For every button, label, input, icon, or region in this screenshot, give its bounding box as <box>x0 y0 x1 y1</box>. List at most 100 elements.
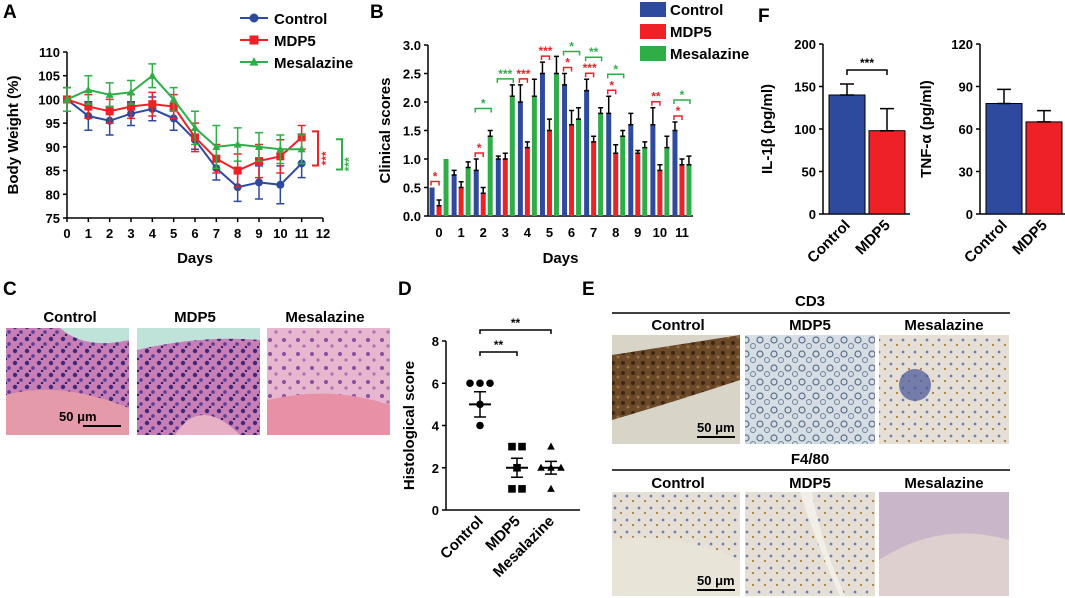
cd3-image-mdp5 <box>745 335 875 444</box>
b-bar-mdp5 <box>458 187 464 216</box>
b-bar-control <box>584 90 590 216</box>
a-x-tick-label: 12 <box>316 226 330 241</box>
a-sig-bracket-mesalazine <box>336 138 343 171</box>
b-y-tick-label: 2.0 <box>403 95 421 110</box>
d-sem-bar <box>511 457 523 479</box>
b-error-bar <box>495 155 501 160</box>
f1-bar-mdp5 <box>868 130 906 215</box>
a-x-tick-label: 0 <box>63 226 70 241</box>
b-error-bar <box>509 84 515 98</box>
b-bar-mesalazine <box>553 73 559 216</box>
b-sig-label: ** <box>589 45 599 59</box>
b-bar-control <box>628 124 634 216</box>
d-sig-label: ** <box>511 316 521 330</box>
b-error-bar <box>473 158 479 172</box>
b-bar-mesalazine <box>576 119 582 216</box>
d-y-tick-label: 8 <box>432 334 439 349</box>
b-y-axis-label: Clinical scores <box>377 78 394 184</box>
b-sig-label: * <box>680 88 685 102</box>
b-sig-bracket <box>606 89 617 95</box>
a-x-tick-label: 2 <box>106 226 113 241</box>
b-sig-label: * <box>569 40 574 54</box>
a-point-mesalazine <box>255 142 263 151</box>
d-y-tick-label: 6 <box>432 376 439 391</box>
b-sig-bracket <box>673 115 683 120</box>
a-y-tick-label: 80 <box>46 187 60 202</box>
cd3-title-mesalazine: Mesalazine <box>904 317 983 334</box>
legend-label-control: Control <box>274 11 327 28</box>
b-error-bar <box>576 106 582 120</box>
a-point-mesalazine <box>63 95 71 103</box>
f480-image-mesalazine <box>879 492 1009 596</box>
d-point-mdp5 <box>508 485 516 493</box>
a-y-tick-label: 105 <box>38 69 60 84</box>
a-x-tick-label: 11 <box>295 226 309 241</box>
a-y-tick-label: 90 <box>46 140 60 155</box>
b-sig-bracket <box>584 56 603 62</box>
b-error-bar <box>628 112 634 126</box>
b-error-bar <box>584 78 590 92</box>
b-bar-mesalazine <box>443 159 449 216</box>
he-image-mdp5 <box>137 328 260 435</box>
f1-y-tick-label: 0 <box>809 207 816 222</box>
panel-label-d: D <box>398 279 412 300</box>
b-bar-mdp5 <box>569 124 575 216</box>
b-bar-mdp5 <box>480 193 486 216</box>
b-bar-control <box>451 174 457 216</box>
f1-sig-bracket <box>846 69 888 75</box>
d-sig-bracket <box>479 351 518 356</box>
a-y-axis-label: Body Weight (%) <box>5 76 22 195</box>
a-point-mesalazine <box>105 90 114 98</box>
f1-y-tick-label: 150 <box>794 80 816 95</box>
d-point-mdp5 <box>508 442 516 451</box>
legend-b-swatch-mdp5 <box>640 24 666 39</box>
b-x-tick-label: 11 <box>675 225 689 240</box>
a-point-mesalazine <box>297 144 306 153</box>
b-sig-bracket <box>651 100 661 106</box>
a-x-tick-label: 5 <box>170 226 177 241</box>
a-point-mesalazine <box>169 95 178 103</box>
b-sig-bracket <box>430 180 440 186</box>
panel-c-title-mesalazine: Mesalazine <box>285 309 364 326</box>
f1-y-tick-label: 200 <box>794 37 816 52</box>
d-sem-bar <box>474 390 486 418</box>
b-sig-bracket <box>562 66 573 72</box>
panel-label-e: E <box>582 279 595 300</box>
panel-c-title-control: Control <box>43 309 96 326</box>
b-error-bar <box>686 155 692 166</box>
f2-bar-mdp5 <box>1025 121 1063 215</box>
a-y-tick-label: 95 <box>46 116 60 131</box>
a-point-mesalazine <box>233 140 242 148</box>
panel-label-c: C <box>3 279 17 300</box>
b-error-bar <box>642 141 648 149</box>
b-error-bar <box>650 106 656 126</box>
legend: Control MDP5 Mesalazine Control MDP5 Mesalazi… <box>240 2 749 72</box>
b-sig-label: *** <box>583 61 597 75</box>
b-error-bar <box>553 55 559 75</box>
cd3-title-mdp5: MDP5 <box>789 317 831 334</box>
a-point-mesalazine <box>212 142 221 151</box>
b-error-bar <box>539 61 545 75</box>
b-error-bar <box>546 118 552 132</box>
b-bar-mdp5 <box>502 159 508 216</box>
b-bar-mesalazine <box>531 96 537 216</box>
b-sig-label: * <box>676 104 681 118</box>
b-x-tick-label: 5 <box>546 225 553 240</box>
f2-y-tick-label: 90 <box>959 80 973 95</box>
a-point-control <box>255 178 263 187</box>
f1-y-axis-label: IL-1β (pg/ml) <box>759 84 776 174</box>
a-point-control <box>276 180 285 189</box>
b-x-tick-label: 10 <box>653 225 667 240</box>
d-point-mesalazine <box>547 442 555 450</box>
f1-error-bar <box>880 107 894 132</box>
b-sig-label: *** <box>538 44 552 58</box>
b-sig-bracket <box>562 50 581 56</box>
f2-x-tick-label: Control <box>961 217 1011 267</box>
d-point-control <box>476 379 484 388</box>
d-point-mesalazine <box>547 484 555 492</box>
scale-label-c: 50 μm <box>59 409 97 424</box>
a-x-axis-label: Days <box>177 250 213 267</box>
